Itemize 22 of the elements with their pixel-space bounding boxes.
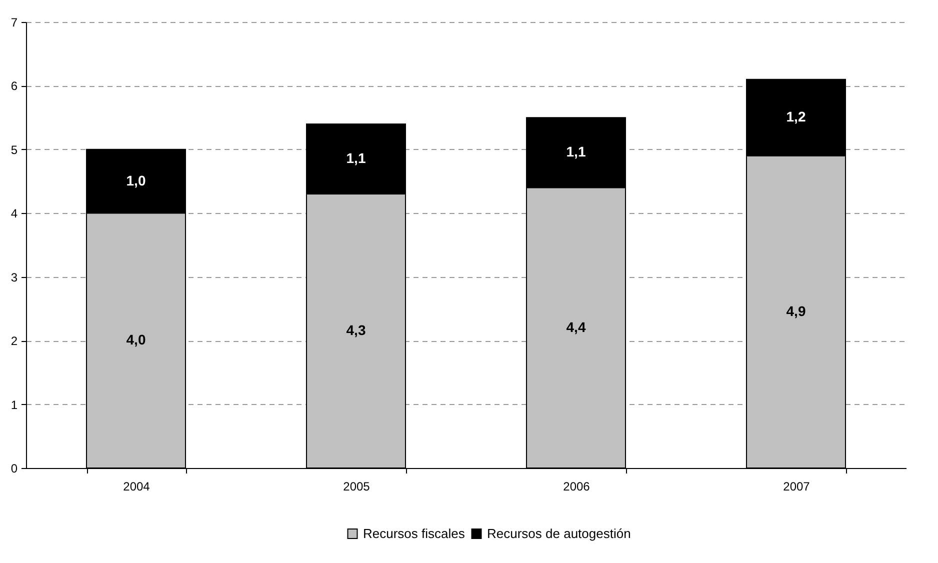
data-label: 1,2 bbox=[786, 108, 806, 125]
data-label: 4,4 bbox=[566, 318, 586, 335]
x-tick-label: 2004 bbox=[123, 480, 150, 494]
legend-label: Recursos de autogestión bbox=[487, 526, 631, 541]
y-tick-label: 2 bbox=[10, 334, 18, 348]
y-tick-label: 5 bbox=[10, 142, 18, 157]
x-tick-label: 2005 bbox=[343, 480, 370, 494]
data-label: 1,1 bbox=[566, 144, 586, 160]
y-tick-label: 6 bbox=[10, 79, 18, 94]
data-label: 1,0 bbox=[126, 172, 146, 188]
y-tick-label: 1 bbox=[10, 398, 18, 412]
y-tick-label: 0 bbox=[10, 462, 18, 476]
y-tick-label: 3 bbox=[10, 270, 18, 284]
legend-label: Recursos fiscales bbox=[363, 526, 466, 541]
y-tick-label: 4 bbox=[10, 206, 18, 221]
data-label: 4,3 bbox=[346, 322, 366, 338]
data-label: 1,1 bbox=[346, 150, 366, 166]
x-tick-label: 2007 bbox=[783, 480, 810, 494]
y-tick-label: 7 bbox=[10, 16, 18, 30]
data-label: 4,0 bbox=[126, 332, 146, 348]
x-tick-label: 2006 bbox=[563, 480, 590, 494]
data-label: 4,9 bbox=[786, 302, 806, 319]
